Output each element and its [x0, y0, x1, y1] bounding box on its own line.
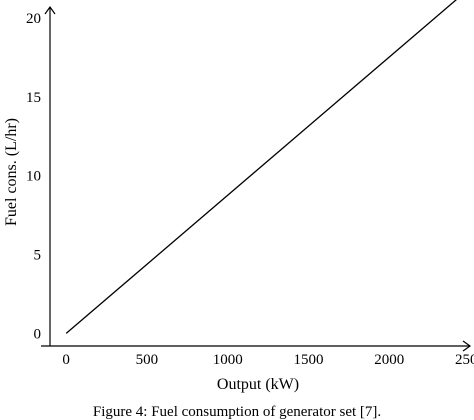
x-axis-title: Output (kW)	[217, 376, 299, 393]
y-tick-label: 15	[26, 90, 41, 106]
figure-caption: Figure 4: Fuel consumption of generator …	[93, 404, 381, 420]
x-tick-label: 1500	[293, 352, 323, 368]
y-tick-label: 0	[34, 326, 42, 342]
y-tick-label: 5	[34, 248, 42, 264]
x-tick-label: 500	[136, 352, 159, 368]
y-tick-label: 20	[26, 11, 41, 27]
x-tick-label: 0	[62, 352, 70, 368]
series-line	[65, 0, 457, 334]
y-tick-label: 10	[26, 169, 41, 185]
y-axis-title: Fuel cons. (L/hr)	[3, 118, 20, 226]
x-tick-label: 1000	[213, 352, 243, 368]
y-axis-arrow	[44, 5, 56, 15]
x-axis-arrow	[462, 340, 472, 352]
x-tick-label: 2000	[374, 352, 404, 368]
